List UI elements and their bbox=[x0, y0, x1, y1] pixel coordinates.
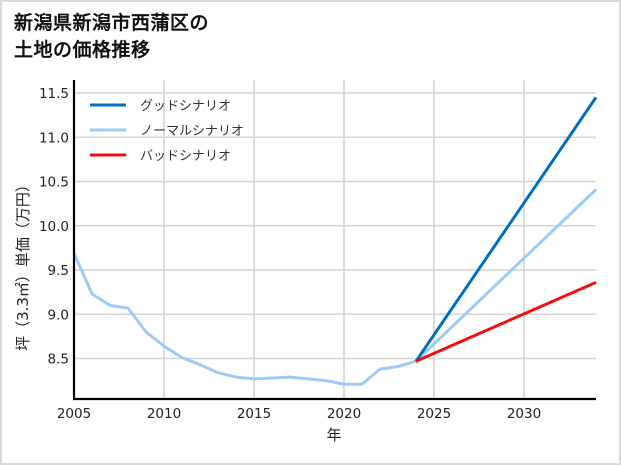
y-tick-label: 9.0 bbox=[48, 307, 69, 323]
x-tick-label: 2015 bbox=[237, 406, 271, 422]
series-lines bbox=[72, 96, 598, 386]
y-tick-label: 11.5 bbox=[39, 86, 69, 102]
chart-title-line-2: 土地の価格推移 bbox=[14, 39, 151, 61]
legend-label: ノーマルシナリオ bbox=[140, 124, 244, 139]
chart-title-line-1: 新潟県新潟市西蒲区の bbox=[14, 12, 210, 34]
x-tick-labels: 2005 2010 2015 2020 2025 2030 bbox=[57, 406, 541, 422]
x-tick-label: 2025 bbox=[417, 406, 451, 422]
series-line bbox=[415, 281, 597, 363]
series-line bbox=[72, 188, 598, 386]
x-tick-label: 2005 bbox=[57, 406, 91, 422]
y-tick-label: 10.0 bbox=[39, 219, 69, 235]
legend-label: バッドシナリオ bbox=[140, 149, 231, 164]
y-tick-label: 8.5 bbox=[48, 352, 69, 368]
y-axis-title: 坪（3.3㎡）単価（万円） bbox=[14, 177, 32, 351]
y-tick-label: 11.0 bbox=[39, 130, 69, 146]
y-tick-label: 9.5 bbox=[48, 263, 69, 279]
chart-title: 新潟県新潟市西蒲区の 土地の価格推移 bbox=[14, 10, 209, 64]
x-tick-label: 2020 bbox=[327, 406, 361, 422]
y-tick-labels: 8.5 9.0 9.5 10.0 10.5 11.0 11.5 bbox=[39, 86, 69, 368]
y-tick-label: 10.5 bbox=[39, 175, 69, 191]
x-tick-label: 2030 bbox=[507, 406, 541, 422]
x-axis-title: 年 bbox=[326, 426, 341, 444]
x-tick-label: 2010 bbox=[147, 406, 181, 422]
legend-label: グッドシナリオ bbox=[140, 99, 231, 114]
series-line bbox=[414, 96, 598, 363]
axes bbox=[72, 80, 596, 401]
